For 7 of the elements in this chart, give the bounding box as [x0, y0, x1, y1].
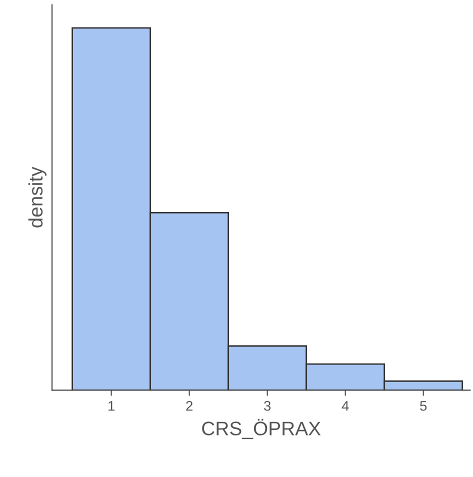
x-tick-label: 5: [420, 401, 427, 411]
x-tick-label: 3: [264, 400, 271, 411]
y-axis-title: density: [28, 166, 46, 228]
x-axis-title: CRS_ÖPRAX: [202, 418, 321, 440]
x-tick-label: 1: [108, 401, 114, 411]
x-tick-label: 2: [186, 400, 192, 411]
x-tick-label: 4: [342, 401, 349, 411]
